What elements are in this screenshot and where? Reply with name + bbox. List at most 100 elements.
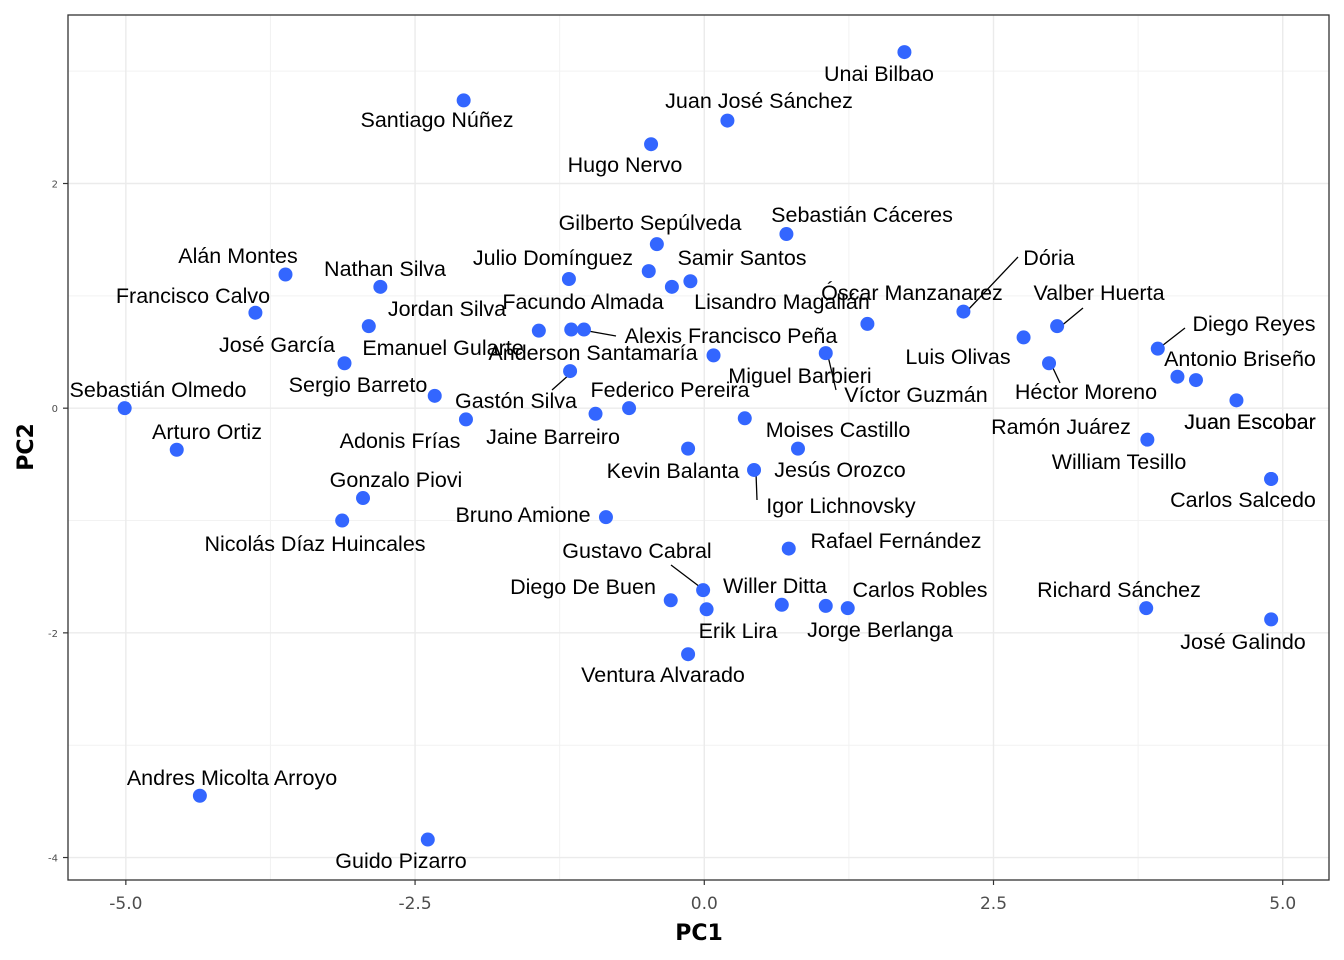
x-tick-label: 2.5 xyxy=(980,894,1007,914)
data-point xyxy=(456,93,471,108)
y-tick-label: -2 xyxy=(48,629,58,640)
x-tick-label: 0.0 xyxy=(691,894,718,914)
label-leader xyxy=(587,330,617,337)
data-point xyxy=(561,271,576,286)
point-label: Guido Pizarro xyxy=(335,849,466,873)
point-label: Igor Lichnovsky xyxy=(766,494,916,518)
data-point xyxy=(335,513,350,528)
point-label: Nicolás Díaz Huincales xyxy=(204,532,425,556)
point-label: Unai Bilbao xyxy=(824,62,934,86)
point-label: Sebastián Olmedo xyxy=(70,378,247,402)
data-point xyxy=(641,264,656,279)
data-point xyxy=(192,788,207,803)
x-tick-label: 5.0 xyxy=(1269,894,1296,914)
data-point xyxy=(644,137,659,152)
data-point xyxy=(576,322,591,337)
data-point xyxy=(681,441,696,456)
point-label: Juan Escobar xyxy=(1184,410,1315,434)
point-label: Ventura Alvarado xyxy=(581,663,745,687)
data-point xyxy=(1042,356,1057,371)
point-label: Julio Domínguez xyxy=(473,246,633,270)
data-point xyxy=(458,412,473,427)
y-axis-title: PC2 xyxy=(14,423,39,471)
y-axis-ticks: -4 -2 0 2 xyxy=(48,180,68,865)
data-point xyxy=(1170,369,1185,384)
x-tick-label: -5.0 xyxy=(109,894,142,914)
point-label: Luis Olivas xyxy=(905,345,1010,369)
data-point xyxy=(840,601,855,616)
y-tick-label: 0 xyxy=(52,404,58,415)
point-label: José Galindo xyxy=(1180,630,1306,654)
y-tick-label: -4 xyxy=(48,854,58,865)
data-points xyxy=(117,45,1279,847)
point-label: Gustavo Cabral xyxy=(562,539,711,563)
data-point xyxy=(278,267,293,282)
point-label: Kevin Balanta xyxy=(607,459,740,483)
point-label: Andres Micolta Arroyo xyxy=(127,766,337,790)
data-point xyxy=(1264,471,1279,486)
data-point xyxy=(117,401,132,416)
data-point xyxy=(664,279,679,294)
point-label: Lisandro Magallán xyxy=(694,290,870,314)
point-label: Moises Castillo xyxy=(766,418,911,442)
data-point xyxy=(427,388,442,403)
x-axis-ticks: -5.0 -2.5 0.0 2.5 5.0 xyxy=(109,880,1296,914)
point-label: Alexis Francisco Peña xyxy=(625,324,838,348)
point-label: Samir Santos xyxy=(677,246,806,270)
y-tick-label: 2 xyxy=(52,180,58,191)
data-point xyxy=(790,441,805,456)
point-label: Alán Montes xyxy=(178,244,298,268)
data-point xyxy=(1140,432,1155,447)
data-point xyxy=(747,462,762,477)
data-point xyxy=(696,583,711,598)
point-label: Juan Escobar xyxy=(1184,410,1315,434)
data-point xyxy=(1139,601,1154,616)
data-point xyxy=(563,364,578,379)
data-point xyxy=(681,647,696,662)
point-label: Willer Ditta xyxy=(723,574,827,598)
point-label: Erik Lira xyxy=(699,619,778,643)
point-label: Carlos Salcedo xyxy=(1170,488,1316,512)
data-point xyxy=(1050,319,1065,334)
data-point xyxy=(774,597,789,612)
point-label: Jordan Silva xyxy=(388,297,506,321)
label-leader xyxy=(755,472,758,501)
data-point xyxy=(1188,373,1203,388)
point-label: Gilberto Sepúlveda xyxy=(559,211,742,235)
panel-frame xyxy=(67,14,1330,881)
point-label: Óscar Manzanarez xyxy=(821,280,1003,305)
point-label: Anderson Santamaría xyxy=(488,341,697,365)
point-label: Bruno Amione xyxy=(455,503,590,527)
label-leader xyxy=(827,355,837,391)
point-label: Rafael Fernández xyxy=(811,529,982,553)
data-point xyxy=(897,45,912,60)
point-label: Dória xyxy=(1023,246,1074,270)
label-leader xyxy=(1051,365,1061,384)
data-point xyxy=(818,346,833,361)
data-labels: Unai Bilbao Santiago Núñez Juan José Sánch… xyxy=(70,62,1316,873)
point-label: Miguel Barbieri xyxy=(728,364,871,388)
data-point xyxy=(956,304,971,319)
point-label: Francisco Calvo xyxy=(116,284,270,308)
data-point xyxy=(337,356,352,371)
point-label: Gonzalo Piovi xyxy=(330,468,463,492)
data-point xyxy=(588,406,603,421)
point-label: Federico Pereira xyxy=(591,378,750,402)
data-point xyxy=(663,593,678,608)
data-point xyxy=(420,832,435,847)
point-label: Nathan Silva xyxy=(324,257,446,281)
point-label: Carlos Robles xyxy=(852,578,987,602)
x-tick-label: -2.5 xyxy=(398,894,431,914)
data-point xyxy=(248,305,263,320)
data-point xyxy=(699,602,714,617)
point-label: Ramón Juárez xyxy=(991,415,1131,439)
point-label: Diego Reyes xyxy=(1192,312,1315,336)
point-label: Héctor Moreno xyxy=(1015,380,1157,404)
data-point xyxy=(706,348,721,363)
panel-border xyxy=(67,14,1330,881)
data-point xyxy=(169,442,184,457)
point-label: Víctor Guzmán xyxy=(844,383,987,407)
x-axis-title: PC1 xyxy=(675,921,723,946)
point-label: José García xyxy=(219,333,335,357)
point-label: Antonio Briseño xyxy=(1164,347,1316,371)
